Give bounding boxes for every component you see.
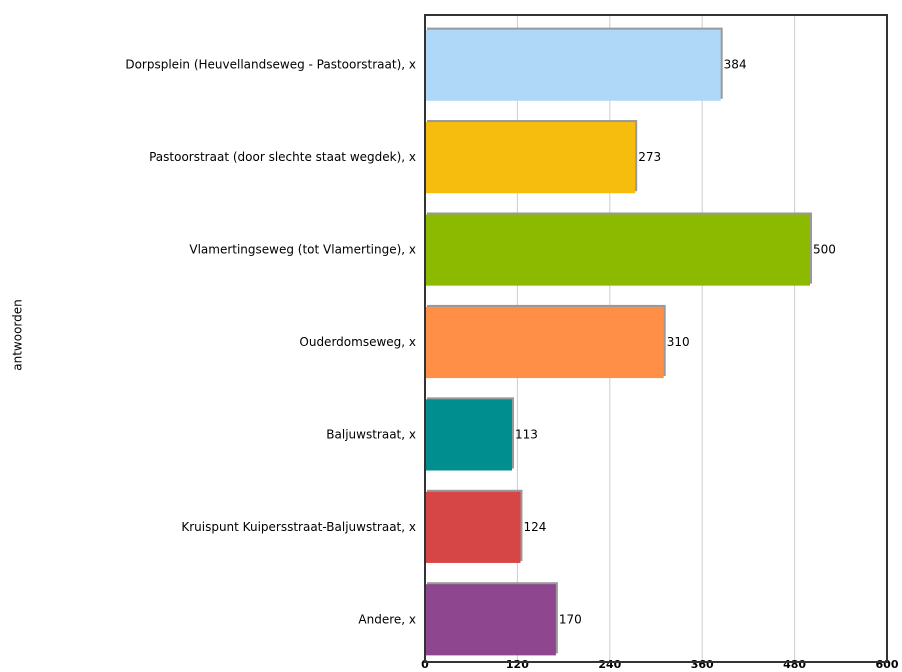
- value-label: 500: [813, 243, 836, 257]
- bar: [425, 399, 513, 471]
- value-label: 273: [638, 150, 661, 164]
- y-tick-label: Baljuwstraat, x: [326, 427, 416, 441]
- bar: [425, 584, 556, 656]
- plot-border: [424, 14, 888, 663]
- y-tick-label: Ouderdomseweg, x: [299, 335, 416, 349]
- y-tick-label: Andere, x: [358, 612, 416, 626]
- y-tick-label: Kruispunt Kuipersstraat-Baljuwstraat, x: [181, 520, 416, 534]
- bar: [425, 122, 636, 194]
- bar: [425, 306, 664, 379]
- x-tick-label: 0: [421, 658, 429, 671]
- x-tick-label: 240: [598, 658, 621, 671]
- x-tick-label: 480: [783, 658, 806, 671]
- bar: [425, 491, 521, 563]
- y-axis-label: antwoorden: [11, 299, 25, 371]
- value-label: 170: [559, 612, 582, 626]
- bar: [425, 214, 810, 286]
- y-tick-label: Vlamertingseweg (tot Vlamertinge), x: [189, 243, 416, 257]
- value-label: 310: [667, 335, 690, 349]
- y-tick-label: Dorpsplein (Heuvellandseweg - Pastoorstr…: [125, 58, 416, 72]
- value-label: 384: [724, 58, 747, 72]
- x-tick-label: 120: [506, 658, 529, 671]
- value-label: 124: [523, 520, 546, 534]
- y-tick-label: Pastoorstraat (door slechte staat wegdek…: [149, 150, 416, 164]
- bar: [425, 29, 721, 101]
- x-tick-label: 360: [691, 658, 714, 671]
- value-label: 113: [515, 427, 538, 441]
